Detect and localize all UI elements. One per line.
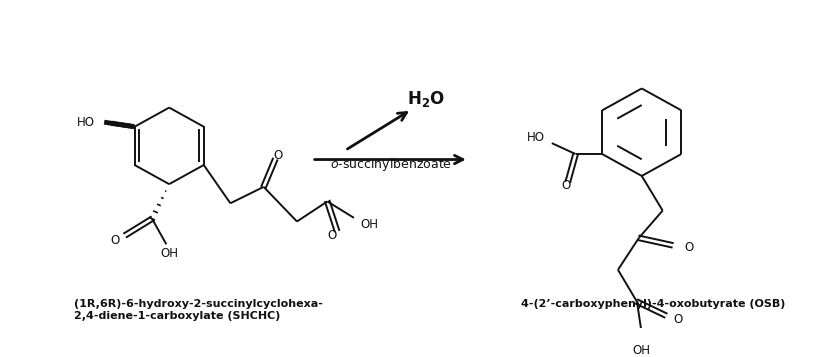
Text: HO: HO bbox=[528, 131, 545, 144]
Text: O: O bbox=[328, 228, 337, 242]
Text: O: O bbox=[685, 241, 694, 253]
Text: O: O bbox=[673, 313, 682, 326]
Text: 4-(2’-carboxyphenyl)-4-oxobutyrate (OSB): 4-(2’-carboxyphenyl)-4-oxobutyrate (OSB) bbox=[521, 299, 785, 309]
Text: OH: OH bbox=[633, 344, 651, 357]
Text: OH: OH bbox=[360, 218, 379, 231]
Text: O: O bbox=[111, 234, 120, 247]
Text: $\it{o}$-succinylbenzoate: $\it{o}$-succinylbenzoate bbox=[329, 156, 452, 173]
Text: HO: HO bbox=[76, 116, 95, 129]
Text: O: O bbox=[561, 179, 570, 192]
Text: (1R,6R)-6-hydroxy-2-succinylcyclohexa-
2,4-diene-1-carboxylate (SHCHC): (1R,6R)-6-hydroxy-2-succinylcyclohexa- 2… bbox=[74, 299, 323, 321]
Text: $\mathbf{H_2O}$: $\mathbf{H_2O}$ bbox=[407, 89, 445, 109]
Text: O: O bbox=[273, 149, 282, 162]
Text: OH: OH bbox=[160, 247, 178, 260]
